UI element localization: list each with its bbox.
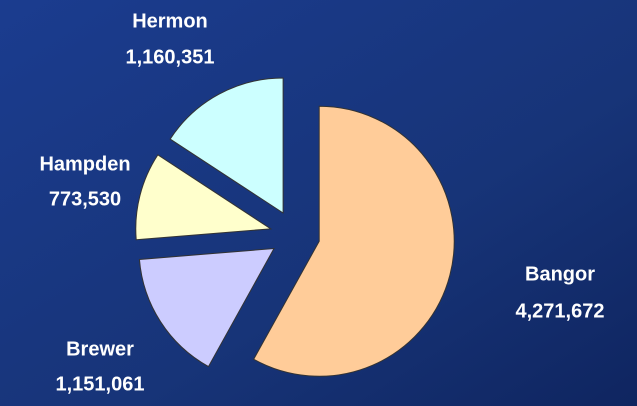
slice-label: Brewer — [66, 338, 134, 360]
slice-value-label: 1,160,351 — [126, 46, 215, 68]
pie-slice — [252, 105, 455, 377]
slice-label: Hampden — [39, 153, 130, 175]
pie-slice — [138, 247, 275, 368]
pie-slice — [169, 77, 284, 214]
slice-value-label: 1,151,061 — [56, 373, 145, 395]
slice-value-label: 773,530 — [49, 188, 121, 210]
slice-label: Bangor — [525, 263, 595, 285]
slice-label: Hermon — [132, 10, 208, 32]
pie-slice — [135, 154, 273, 241]
slice-value-label: 4,271,672 — [516, 300, 605, 322]
